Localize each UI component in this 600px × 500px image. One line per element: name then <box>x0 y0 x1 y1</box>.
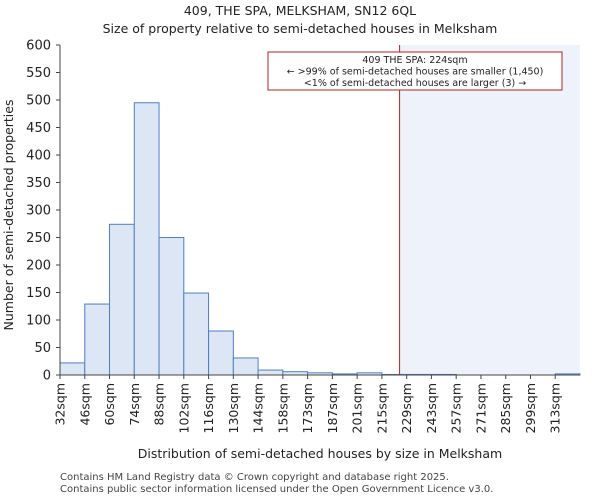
x-tick-label: 271sqm <box>473 383 488 433</box>
y-tick-label: 500 <box>26 94 51 109</box>
bar <box>109 223 135 376</box>
x-tick-label: 285sqm <box>498 383 513 433</box>
y-tick-label: 600 <box>26 39 51 54</box>
x-tick-label: 173sqm <box>300 383 315 433</box>
bar <box>232 357 259 376</box>
x-tick-label: 243sqm <box>424 383 439 433</box>
annotation-larger: <1% of semi-detached houses are larger (… <box>304 78 526 89</box>
x-tick-label: 215sqm <box>374 383 389 433</box>
y-tick-label: 350 <box>26 176 51 191</box>
bar <box>59 362 86 376</box>
x-axis-title: Distribution of semi-detached houses by … <box>138 446 502 461</box>
annotation-box <box>267 51 563 91</box>
x-tick-label: 229sqm <box>399 383 414 433</box>
y-tick-label: 250 <box>26 231 51 246</box>
x-tick-label: 187sqm <box>325 383 340 433</box>
y-tick-label: 550 <box>26 66 51 81</box>
histogram-chart: 0 50 100 150 200 250 300 350 400 450 500 550 600 32sq… <box>1 39 581 461</box>
x-tick-label: 144sqm <box>251 383 266 433</box>
bar <box>257 369 284 376</box>
x-tick-label: 88sqm <box>152 383 167 426</box>
x-tick-label: 32sqm <box>53 383 68 426</box>
x-tick-label: 102sqm <box>176 383 191 433</box>
x-tick-label: 313sqm <box>548 383 563 433</box>
annotation-smaller: ← >99% of semi-detached houses are small… <box>287 67 544 78</box>
y-tick-label: 450 <box>26 121 51 136</box>
x-tick-label: 46sqm <box>77 383 92 426</box>
y-tick-label: 50 <box>34 341 51 356</box>
x-tick-label: 158sqm <box>275 383 290 433</box>
y-tick-label: 0 <box>43 369 51 384</box>
x-tick-label: 60sqm <box>102 383 117 426</box>
y-tick-label: 200 <box>26 259 51 274</box>
bar <box>208 330 234 376</box>
footer-copyright: Contains HM Land Registry data © Crown c… <box>60 472 449 483</box>
x-tick-label: 257sqm <box>449 383 464 433</box>
y-tick-label: 400 <box>26 149 51 164</box>
annotation-title: 409 THE SPA: 224sqm <box>362 55 467 66</box>
chart-subtitle: Size of property relative to semi-detach… <box>102 21 498 36</box>
chart-title: 409, THE SPA, MELKSHAM, SN12 6QL <box>183 3 417 18</box>
x-tick-label: 299sqm <box>523 383 538 433</box>
x-tick-label: 74sqm <box>127 383 142 426</box>
highlight-region <box>399 45 580 375</box>
y-tick-label: 100 <box>26 314 51 329</box>
x-tick-label: 116sqm <box>201 383 216 433</box>
y-tick-label: 300 <box>26 204 51 219</box>
y-tick-label: 150 <box>26 286 51 301</box>
bar <box>183 292 210 376</box>
bar <box>84 303 111 376</box>
bar <box>133 102 160 376</box>
x-tick-label: 130sqm <box>226 383 241 433</box>
x-tick-label: 201sqm <box>350 383 365 433</box>
bar <box>158 237 185 376</box>
y-axis-title: Number of semi-detached properties <box>1 100 16 331</box>
footer-licence: Contains public sector information licen… <box>60 484 494 495</box>
